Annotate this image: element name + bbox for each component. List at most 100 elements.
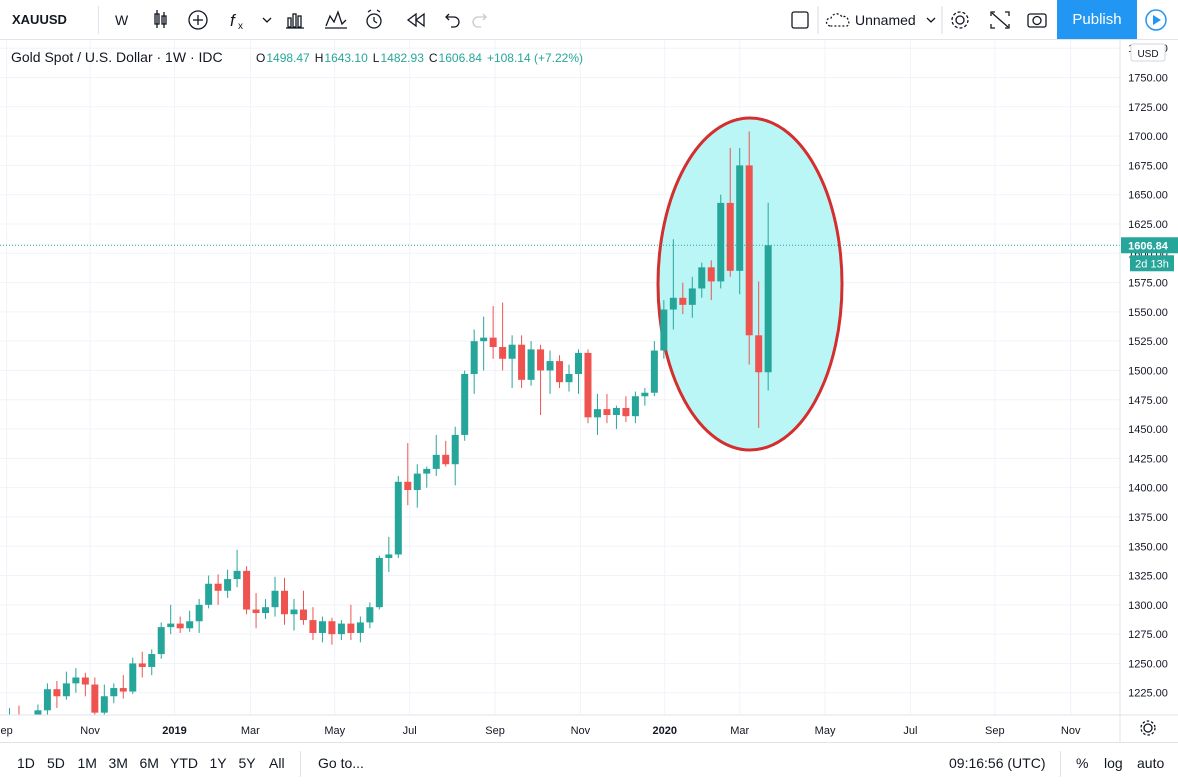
bottom-toolbar: Go to... 09:16:56 (UTC) % log auto 1D 5D 1…	[0, 742, 1178, 784]
candle-body	[34, 710, 42, 715]
goto-button[interactable]: Go to...	[318, 755, 364, 771]
symbol[interactable]: XAUUSD	[12, 12, 67, 27]
candle-body	[546, 361, 554, 371]
x-tick-label: Mar	[241, 725, 260, 737]
fullscreen-select[interactable]	[791, 11, 809, 29]
candle-body	[100, 696, 108, 713]
range-button[interactable]: 6M	[139, 755, 159, 771]
candle-body	[119, 688, 127, 692]
candle-body	[556, 361, 564, 383]
candle-body	[527, 349, 535, 380]
y-tick-label: 1550.00	[1128, 307, 1168, 319]
settings-icon[interactable]	[951, 11, 969, 29]
fullscreen-icon[interactable]	[990, 11, 1010, 29]
replay-icon[interactable]	[406, 12, 425, 28]
add-icon[interactable]	[188, 10, 208, 30]
dropdown-icon[interactable]	[926, 17, 936, 23]
candle-body	[337, 623, 345, 635]
candle-body	[755, 335, 763, 373]
candle-body	[489, 337, 497, 348]
y-tick-label: 1575.00	[1128, 278, 1168, 290]
y-tick-label: 1325.00	[1128, 571, 1168, 583]
candle-body	[224, 579, 232, 591]
percent-toggle[interactable]: %	[1076, 755, 1089, 771]
y-tick-label: 1400.00	[1128, 483, 1168, 495]
candle-body	[328, 621, 336, 635]
x-tick-label: Mar	[730, 725, 749, 737]
range-button[interactable]: All	[269, 755, 285, 771]
y-tick-label: 1225.00	[1128, 688, 1168, 700]
cloud-icon[interactable]	[825, 13, 850, 27]
countdown-tag	[1130, 255, 1174, 272]
candle-body	[186, 621, 194, 629]
redo-icon	[472, 13, 487, 28]
candle-body	[631, 396, 639, 417]
range-button[interactable]: 1Y	[209, 755, 227, 771]
candle-body	[745, 165, 753, 336]
candle-body	[167, 623, 175, 628]
log-toggle[interactable]: log	[1104, 755, 1123, 771]
x-tick-label: May	[324, 725, 345, 737]
range-button[interactable]: 5D	[47, 755, 65, 771]
alert-icon[interactable]	[366, 9, 382, 29]
candle-body	[233, 570, 241, 580]
range-button[interactable]: 3M	[108, 755, 128, 771]
candle-body	[157, 627, 165, 655]
candle-body	[281, 590, 289, 615]
legend-key: L	[373, 51, 380, 65]
candle-body	[148, 654, 156, 667]
range-button[interactable]: YTD	[170, 755, 198, 771]
range-button[interactable]: 1M	[77, 755, 97, 771]
templates-icon[interactable]	[325, 10, 347, 29]
candle-body	[243, 570, 251, 610]
y-tick-label: 1375.00	[1128, 512, 1168, 524]
range-button[interactable]: 5Y	[238, 755, 256, 771]
candle-body	[736, 165, 744, 271]
play-button[interactable]	[1137, 0, 1178, 40]
candle-body	[385, 554, 393, 558]
legend-value: 1643.10	[324, 51, 368, 65]
candle-body	[432, 454, 440, 469]
interval[interactable]: W	[115, 12, 129, 28]
auto-toggle[interactable]: auto	[1137, 755, 1165, 771]
y-tick-label: 1275.00	[1128, 629, 1168, 641]
legend-key: O	[256, 51, 265, 65]
currency: USD	[1137, 49, 1158, 60]
publish-button[interactable]: Publish	[1057, 0, 1137, 39]
x-tick-label: ep	[1, 725, 13, 737]
candle-body	[110, 688, 118, 697]
y-tick-label: 1525.00	[1128, 336, 1168, 348]
candle-body	[717, 202, 725, 282]
candle-body	[698, 267, 706, 289]
legend-key: H	[315, 51, 324, 65]
candles-icon[interactable]	[154, 10, 167, 28]
y-tick-label: 1475.00	[1128, 395, 1168, 407]
x-tick-label: May	[815, 725, 836, 737]
legend-value: 1606.84	[439, 51, 483, 65]
candle-body	[15, 720, 22, 728]
x-tick-label: Sep	[485, 725, 505, 737]
legend-value: 1498.47	[266, 51, 310, 65]
compare-icon[interactable]	[286, 13, 304, 29]
candle-body	[25, 723, 32, 728]
candle-body	[205, 583, 213, 605]
range-button[interactable]: 1D	[17, 755, 35, 771]
layout-name[interactable]: Unnamed	[855, 12, 916, 28]
x-tick-label: Nov	[1061, 725, 1081, 737]
candle-body	[707, 267, 715, 282]
y-tick-label: 1650.00	[1128, 190, 1168, 202]
undo-icon[interactable]	[445, 13, 460, 28]
candle-body	[593, 409, 601, 418]
y-tick-label: 1450.00	[1128, 424, 1168, 436]
axis-settings-icon[interactable]	[1140, 720, 1156, 736]
candle-body	[451, 434, 459, 465]
candle-body	[574, 352, 582, 374]
last-price-label: 1606.84	[1128, 240, 1169, 252]
legend-change: +108.14 (+7.22%)	[487, 51, 583, 65]
snapshot-icon[interactable]	[1027, 13, 1047, 28]
candle-body	[375, 557, 383, 608]
candle-body	[356, 622, 364, 633]
